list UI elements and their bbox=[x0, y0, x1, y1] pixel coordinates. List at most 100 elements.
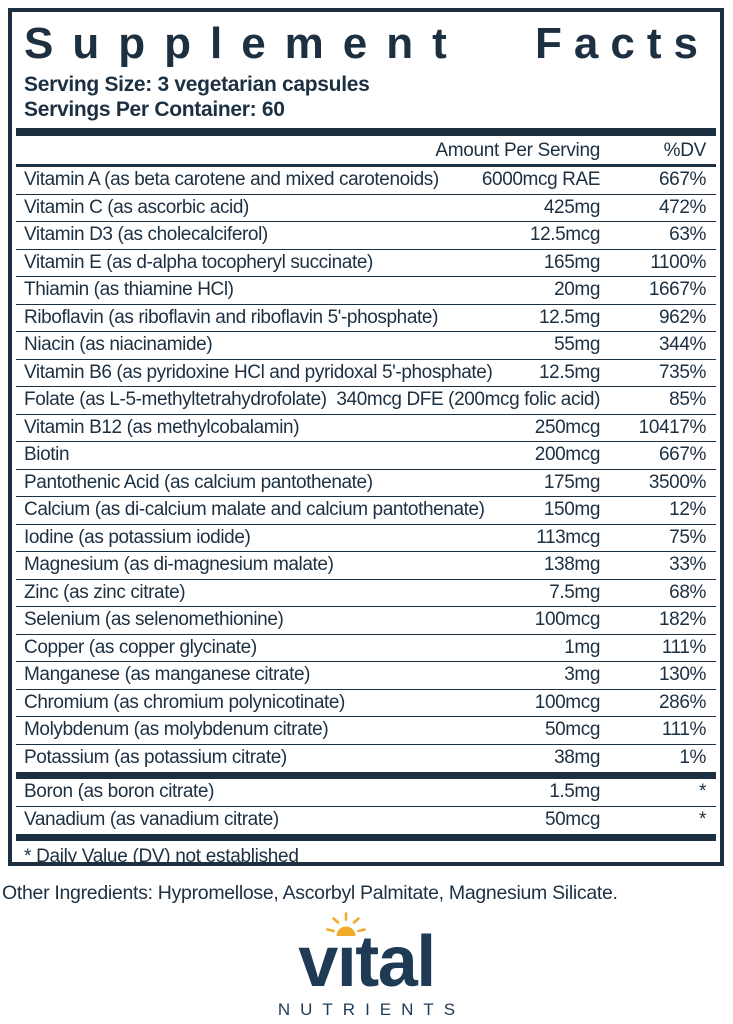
nutrient-amount: 38mg bbox=[554, 747, 600, 769]
table-row: Vitamin B6 (as pyridoxine HCl and pyrido… bbox=[16, 360, 716, 388]
table-row: Copper (as copper glycinate) 1mg 111% bbox=[16, 635, 716, 663]
nutrient-amount: 6000mcg RAE bbox=[481, 169, 601, 191]
nutrient-rows: Vitamin A (as beta carotene and mixed ca… bbox=[16, 167, 716, 772]
nutrient-amount: 425mg bbox=[543, 196, 601, 218]
serving-size: Serving Size: 3 vegetarian capsules bbox=[24, 73, 370, 97]
dv-footnote: * Daily Value (DV) not established bbox=[24, 846, 299, 868]
table-row: Potassium (as potassium citrate) 38mg 1% bbox=[16, 745, 716, 773]
header-amount-per-serving: Amount Per Serving bbox=[435, 139, 600, 161]
secondary-nutrient-rows: Boron (as boron citrate) 1.5mg * Vanadiu… bbox=[16, 779, 716, 834]
nutrient-dv: 182% bbox=[659, 609, 706, 631]
nutrient-dv: 68% bbox=[669, 581, 706, 603]
nutrient-amount: 12.5mg bbox=[539, 306, 600, 328]
nutrient-amount: 150mg bbox=[543, 499, 601, 521]
nutrient-name: Potassium (as potassium citrate) bbox=[24, 747, 287, 769]
nutrient-dv: 111% bbox=[661, 636, 707, 658]
nutrient-name: Copper (as copper glycinate) bbox=[24, 636, 257, 658]
nutrient-amount: 175mg bbox=[543, 471, 601, 493]
other-ingredients: Other Ingredients: Hypromellose, Ascorby… bbox=[2, 882, 618, 904]
nutrient-amount: 1.5mg bbox=[549, 781, 600, 803]
nutrient-dv: 667% bbox=[659, 444, 706, 466]
table-row: Thiamin (as thiamine HCl) 20mg 1667% bbox=[16, 277, 716, 305]
nutrient-dv: 12% bbox=[669, 499, 706, 521]
table-row: Vanadium (as vanadium citrate) 50mcg * bbox=[16, 807, 716, 835]
nutrient-amount: 250mcg bbox=[534, 416, 601, 438]
nutrient-amount: 3mg bbox=[564, 664, 600, 686]
nutrient-dv: 85% bbox=[669, 389, 706, 411]
nutrient-name: Vitamin B6 (as pyridoxine HCl and pyrido… bbox=[24, 361, 493, 383]
nutrient-dv: 130% bbox=[659, 664, 706, 686]
table-row: Vitamin E (as d-alpha tocopheryl succina… bbox=[16, 250, 716, 278]
nutrient-amount: 50mcg bbox=[544, 719, 600, 741]
nutrient-dv: 735% bbox=[659, 361, 706, 383]
table-row: Niacin (as niacinamide) 55mg 344% bbox=[16, 332, 716, 360]
brand-subtitle: NUTRIENTS bbox=[277, 1000, 466, 1019]
nutrient-amount: 1mg bbox=[564, 636, 600, 658]
nutrient-amount: 100mcg bbox=[534, 609, 601, 631]
nutrient-dv: 3500% bbox=[648, 471, 707, 493]
brand-wordmark: vı tal bbox=[298, 912, 436, 998]
table-row: Iodine (as potassium iodide) 113mcg 75% bbox=[16, 525, 716, 553]
nutrient-amount: 55mg bbox=[554, 334, 600, 356]
nutrient-name: Vitamin E (as d-alpha tocopheryl succina… bbox=[24, 251, 373, 273]
table-row: Biotin 200mcg 667% bbox=[16, 442, 716, 470]
nutrient-name: Vanadium (as vanadium citrate) bbox=[24, 809, 279, 831]
nutrient-name: Boron (as boron citrate) bbox=[24, 781, 214, 803]
nutrient-amount: 200mcg bbox=[534, 444, 601, 466]
table-row: Manganese (as manganese citrate) 3mg 130… bbox=[16, 662, 716, 690]
table-row: Folate (as L-5-methyltetrahydrofolate) 3… bbox=[16, 387, 716, 415]
nutrient-name: Pantothenic Acid (as calcium pantothenat… bbox=[24, 471, 373, 493]
nutrient-dv: 63% bbox=[669, 224, 706, 246]
nutrient-dv: 1667% bbox=[648, 279, 707, 301]
nutrient-amount: 340mcg DFE (200mcg folic acid) bbox=[336, 389, 600, 411]
nutrient-name: Zinc (as zinc citrate) bbox=[24, 581, 186, 603]
nutrient-dv: 472% bbox=[659, 196, 706, 218]
table-row: Pantothenic Acid (as calcium pantothenat… bbox=[16, 470, 716, 498]
nutrient-name: Vitamin D3 (as cholecalciferol) bbox=[24, 224, 268, 246]
nutrient-name: Folate (as L-5-methyltetrahydrofolate) bbox=[24, 389, 327, 411]
table-row: Selenium (as selenomethionine) 100mcg 18… bbox=[16, 607, 716, 635]
nutrient-dv: 10417% bbox=[638, 416, 707, 438]
nutrient-name: Biotin bbox=[24, 444, 70, 466]
nutrient-name: Calcium (as di-calcium malate and calciu… bbox=[24, 499, 485, 521]
table-row: Vitamin D3 (as cholecalciferol) 12.5mcg … bbox=[16, 222, 716, 250]
table-row: Riboflavin (as riboflavin and riboflavin… bbox=[16, 305, 716, 333]
nutrient-name: Niacin (as niacinamide) bbox=[24, 334, 213, 356]
nutrient-name: Thiamin (as thiamine HCl) bbox=[24, 279, 234, 301]
nutrient-amount: 113mcg bbox=[536, 526, 600, 548]
divider-thick-middle bbox=[16, 772, 716, 780]
nutrient-dv: 33% bbox=[669, 554, 706, 576]
divider-thick-bottom bbox=[16, 834, 716, 842]
table-row: Magnesium (as di-magnesium malate) 138mg… bbox=[16, 552, 716, 580]
table-row: Molybdenum (as molybdenum citrate) 50mcg… bbox=[16, 717, 716, 745]
nutrient-name: Vitamin B12 (as methylcobalamin) bbox=[24, 416, 300, 438]
header-percent-dv: %DV bbox=[663, 139, 707, 161]
table-row: Boron (as boron citrate) 1.5mg * bbox=[16, 779, 716, 807]
table-row: Vitamin A (as beta carotene and mixed ca… bbox=[16, 167, 716, 195]
servings-per-container: Servings Per Container: 60 bbox=[24, 98, 285, 122]
panel-title-word1: Supplement bbox=[24, 19, 466, 68]
nutrient-amount: 12.5mcg bbox=[529, 224, 600, 246]
nutrient-amount: 7.5mg bbox=[549, 581, 600, 603]
panel-title: Supplement Facts bbox=[12, 12, 720, 67]
nutrient-name: Riboflavin (as riboflavin and riboflavin… bbox=[24, 306, 438, 328]
nutrient-name: Magnesium (as di-magnesium malate) bbox=[24, 554, 334, 576]
nutrient-dv: * bbox=[699, 781, 706, 803]
nutrient-amount: 138mg bbox=[543, 554, 601, 576]
nutrient-amount: 20mg bbox=[554, 279, 600, 301]
brand-part-post: tal bbox=[355, 922, 436, 1002]
nutrient-name: Selenium (as selenomethionine) bbox=[24, 609, 284, 631]
nutrient-amount: 100mcg bbox=[534, 691, 601, 713]
nutrient-dv: 75% bbox=[669, 526, 706, 548]
table-row: Vitamin C (as ascorbic acid) 425mg 472% bbox=[16, 195, 716, 223]
nutrient-amount: 165mg bbox=[543, 251, 601, 273]
nutrient-amount: 50mcg bbox=[544, 809, 600, 831]
nutrient-dv: 962% bbox=[659, 306, 706, 328]
table-row: Vitamin B12 (as methylcobalamin) 250mcg … bbox=[16, 415, 716, 443]
nutrient-name: Vitamin C (as ascorbic acid) bbox=[24, 196, 249, 218]
panel-title-word2: Facts bbox=[535, 19, 710, 68]
divider-thick-top bbox=[16, 128, 716, 137]
nutrient-name: Iodine (as potassium iodide) bbox=[24, 526, 251, 548]
nutrient-dv: 1100% bbox=[650, 251, 706, 273]
